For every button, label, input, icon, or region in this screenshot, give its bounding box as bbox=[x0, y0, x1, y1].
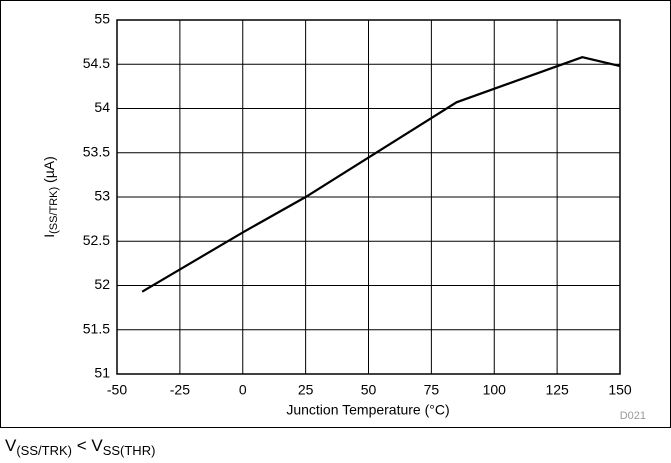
x-tick-label: 125 bbox=[545, 382, 569, 398]
y-tick-label: 51.5 bbox=[83, 320, 110, 336]
footnote-sub: SS(THR) bbox=[103, 443, 156, 458]
y-tick-label: 52 bbox=[94, 276, 110, 292]
data-line bbox=[141, 56, 621, 293]
y-tick-label: 51 bbox=[94, 365, 110, 381]
x-tick-label: -25 bbox=[170, 382, 190, 398]
x-tick-label: 50 bbox=[361, 382, 377, 398]
y-tick-label: 55 bbox=[94, 11, 110, 27]
y-label-main: I bbox=[41, 234, 57, 238]
y-tick-label: 54 bbox=[94, 99, 110, 115]
y-tick-label: 53 bbox=[94, 188, 110, 204]
x-tick-label: 150 bbox=[608, 382, 632, 398]
y-label-sub: (SS/TRK) bbox=[48, 187, 60, 234]
x-tick-label: 75 bbox=[424, 382, 440, 398]
y-label-unit: (µA) bbox=[41, 156, 57, 187]
figure-code: D021 bbox=[620, 410, 646, 422]
y-axis-label: I(SS/TRK) (µA) bbox=[41, 156, 60, 238]
footnote-sub: (SS/TRK) bbox=[16, 443, 72, 458]
x-tick-label: 25 bbox=[298, 382, 314, 398]
x-tick-label: 100 bbox=[483, 382, 507, 398]
x-axis-label: Junction Temperature (°C) bbox=[286, 402, 449, 418]
x-tick-label: -50 bbox=[107, 382, 127, 398]
x-tick-label: 0 bbox=[239, 382, 247, 398]
footnote-part: V bbox=[5, 436, 17, 455]
y-tick-label: 54.5 bbox=[83, 55, 110, 71]
plot-border bbox=[116, 19, 621, 375]
footnote-part: < V bbox=[72, 436, 103, 455]
y-tick-label: 53.5 bbox=[83, 143, 110, 159]
footnote: V(SS/TRK) < VSS(THR) bbox=[5, 436, 155, 458]
y-tick-label: 52.5 bbox=[83, 232, 110, 248]
